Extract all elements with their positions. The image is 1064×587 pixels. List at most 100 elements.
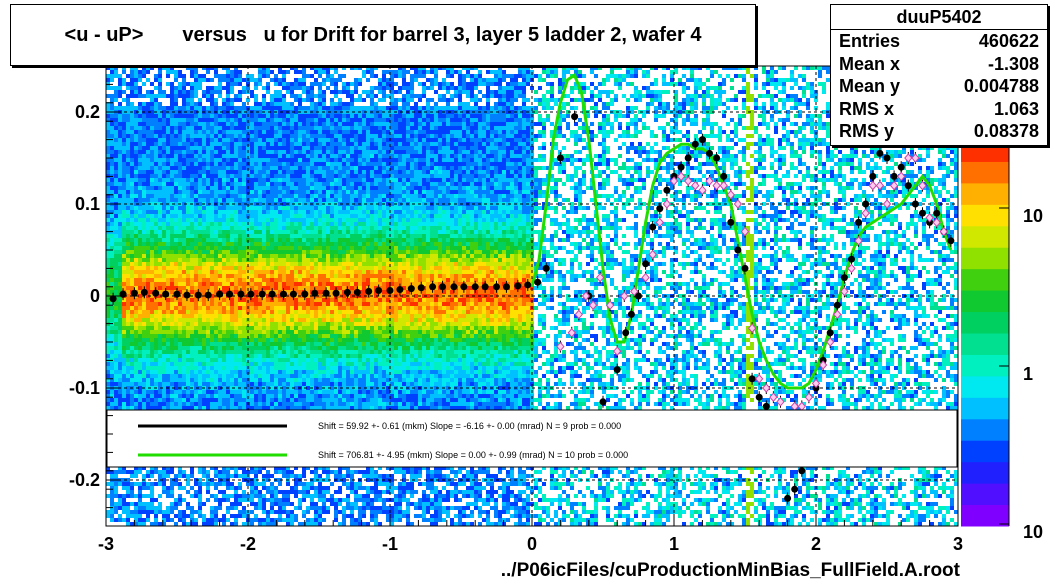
heatmap-cell [150,502,154,506]
heatmap-cell [142,398,146,402]
heatmap-cell [254,166,258,170]
heatmap-cell [214,486,218,490]
heatmap-cell [238,406,242,410]
heatmap-cell [222,118,226,122]
heatmap-cell [290,250,294,254]
heatmap-cell [258,342,262,346]
heatmap-cell [278,338,282,342]
heatmap-cell [266,522,270,526]
heatmap-cell [198,286,202,290]
heatmap-cell [110,258,114,262]
heatmap-cell [210,78,214,82]
heatmap-cell [138,234,142,238]
heatmap-cell [174,478,178,482]
heatmap-cell [114,394,118,398]
heatmap-cell [154,222,158,226]
heatmap-cell [118,206,122,210]
heatmap-cell [270,226,274,230]
heatmap-cell [118,226,122,230]
heatmap-cell [214,86,218,90]
heatmap-cell [134,258,138,262]
heatmap-cell [118,318,122,322]
heatmap-cell [242,166,246,170]
heatmap-cell [150,370,154,374]
heatmap-cell [110,318,114,322]
heatmap-cell [150,102,154,106]
heatmap-cell [230,270,234,274]
heatmap-cell [266,394,270,398]
heatmap-cell [138,382,142,386]
heatmap-cell [142,274,146,278]
heatmap-cell [158,234,162,238]
heatmap-cell [142,262,146,266]
heatmap-cell [250,342,254,346]
heatmap-cell [158,122,162,126]
heatmap-cell [190,406,194,410]
heatmap-cell [242,394,246,398]
heatmap-cell [134,90,138,94]
heatmap-cell [222,114,226,118]
heatmap-cell [126,238,130,242]
heatmap-cell [226,250,230,254]
heatmap-cell [150,198,154,202]
heatmap-cell [198,230,202,234]
heatmap-cell [194,406,198,410]
heatmap-cell [242,178,246,182]
heatmap-cell [134,242,138,246]
heatmap-cell [286,346,290,350]
heatmap-cell [138,190,142,194]
heatmap-cell [230,134,234,138]
heatmap-cell [122,374,126,378]
heatmap-cell [146,230,150,234]
heatmap-cell [218,78,222,82]
heatmap-cell [134,522,138,526]
heatmap-cell [166,186,170,190]
heatmap-cell [166,246,170,250]
heatmap-cell [230,278,234,282]
heatmap-cell [114,250,118,254]
heatmap-cell [158,146,162,150]
heatmap-cell [246,98,250,102]
heatmap-cell [118,314,122,318]
heatmap-cell [206,470,210,474]
heatmap-cell [174,498,178,502]
heatmap-cell [114,122,118,126]
heatmap-cell [218,194,222,198]
heatmap-cell [254,314,258,318]
heatmap-cell [290,310,294,314]
heatmap-cell [242,266,246,270]
heatmap-cell [194,150,198,154]
heatmap-cell [262,158,266,162]
heatmap-cell [242,314,246,318]
heatmap-cell [138,262,142,266]
heatmap-cell [110,346,114,350]
heatmap-cell [170,302,174,306]
heatmap-cell [258,74,262,78]
heatmap-cell [226,98,230,102]
heatmap-cell [178,242,182,246]
heatmap-cell [226,158,230,162]
heatmap-cell [242,126,246,130]
heatmap-cell [122,78,126,82]
heatmap-cell [258,506,262,510]
heatmap-cell [274,354,278,358]
heatmap-cell [110,134,114,138]
heatmap-cell [126,266,130,270]
heatmap-cell [154,74,158,78]
heatmap-cell [258,194,262,198]
heatmap-cell [218,482,222,486]
heatmap-cell [246,134,250,138]
heatmap-cell [210,286,214,290]
heatmap-cell [282,274,286,278]
heatmap-cell [122,398,126,402]
heatmap-cell [190,82,194,86]
heatmap-cell [162,154,166,158]
heatmap-cell [190,274,194,278]
heatmap-cell [174,122,178,126]
heatmap-cell [166,382,170,386]
heatmap-cell [182,338,186,342]
heatmap-cell [130,70,134,74]
heatmap-cell [290,406,294,410]
heatmap-cell [166,398,170,402]
heatmap-cell [234,502,238,506]
